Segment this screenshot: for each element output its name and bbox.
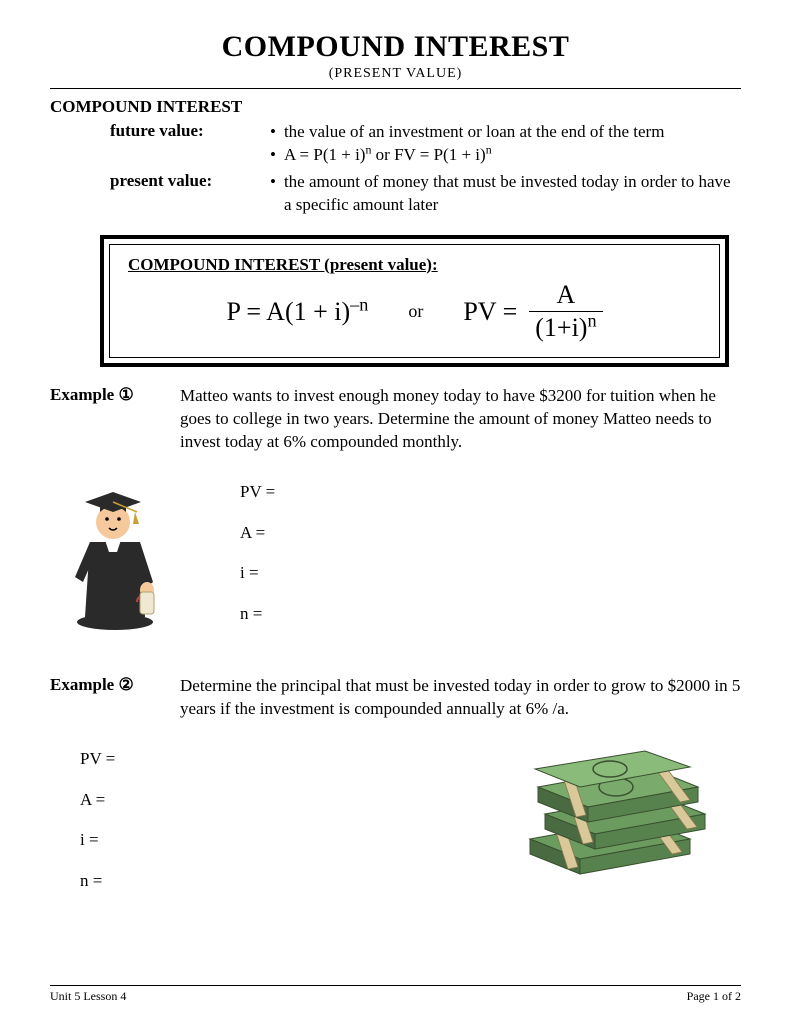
formula-left: P = A(1 + i)–n — [226, 297, 368, 327]
present-bullet-1: the amount of money that must be investe… — [270, 171, 741, 217]
page-container: COMPOUND INTEREST (PRESENT VALUE) COMPOU… — [0, 0, 791, 1024]
example-1-vars-block: PV = A = i = n = — [50, 472, 741, 635]
subtitle: (PRESENT VALUE) — [50, 66, 741, 82]
ex1-pv: PV = — [240, 472, 275, 513]
footer-left: Unit 5 Lesson 4 — [50, 989, 126, 1004]
example-2-label: Example ② — [50, 675, 180, 695]
formula-inner: COMPOUND INTEREST (present value): P = A… — [109, 244, 720, 358]
formula-fraction: A (1+i)n — [529, 281, 602, 343]
example-1-text: Matteo wants to invest enough money toda… — [180, 385, 741, 454]
future-bullet-1: the value of an investment or loan at th… — [270, 121, 741, 144]
formula-heading: COMPOUND INTEREST (present value): — [128, 255, 701, 275]
future-bullet-2: A = P(1 + i)n or FV = P(1 + i)n — [270, 144, 741, 167]
def-present-label: present value: — [110, 171, 270, 191]
def-future-row: future value: the value of an investment… — [110, 121, 741, 167]
section-heading: COMPOUND INTEREST — [50, 97, 741, 117]
formula-or: or — [408, 301, 423, 322]
example-1-label: Example ① — [50, 385, 180, 405]
formula-content: P = A(1 + i)–n or PV = A (1+i)n — [128, 281, 701, 343]
formula-box: COMPOUND INTEREST (present value): P = A… — [100, 235, 729, 367]
money-stack-icon — [520, 749, 710, 894]
page-footer: Unit 5 Lesson 4 Page 1 of 2 — [50, 985, 741, 1004]
example-1-row: Example ① Matteo wants to invest enough … — [50, 385, 741, 454]
example-1-var-list: PV = A = i = n = — [240, 472, 275, 635]
main-title: COMPOUND INTEREST — [50, 30, 741, 64]
ex2-pv: PV = — [80, 739, 520, 780]
example-2-row: Example ② Determine the principal that m… — [50, 675, 741, 721]
def-present-row: present value: the amount of money that … — [110, 171, 741, 217]
formula-right: PV = A (1+i)n — [463, 281, 602, 343]
graduate-icon — [50, 472, 180, 632]
example-2-vars-block: PV = A = i = n = — [50, 739, 741, 902]
example-2-text: Determine the principal that must be inv… — [180, 675, 741, 721]
ex1-i: i = — [240, 553, 275, 594]
ex2-i: i = — [80, 820, 520, 861]
ex2-n: n = — [80, 861, 520, 902]
def-future-bullets: the value of an investment or loan at th… — [270, 121, 741, 167]
ex2-a: A = — [80, 780, 520, 821]
footer-right: Page 1 of 2 — [687, 989, 741, 1004]
def-future-label: future value: — [110, 121, 270, 141]
ex1-n: n = — [240, 594, 275, 635]
example-2-var-list: PV = A = i = n = — [80, 739, 520, 902]
title-rule — [50, 88, 741, 89]
ex1-a: A = — [240, 513, 275, 554]
def-present-bullets: the amount of money that must be investe… — [270, 171, 741, 217]
